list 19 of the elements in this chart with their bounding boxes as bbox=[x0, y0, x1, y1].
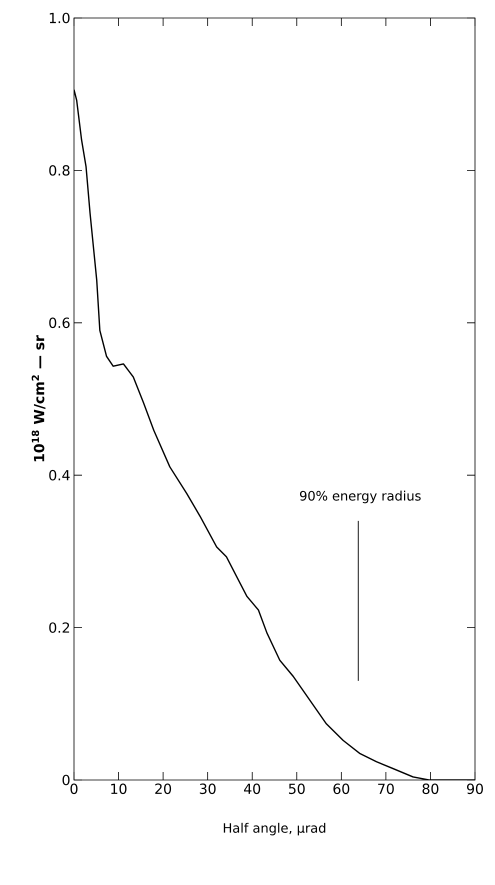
x-tick-label: 40 bbox=[244, 784, 260, 794]
x-tick-label: 70 bbox=[378, 784, 394, 794]
x-tick-label: 50 bbox=[288, 784, 305, 794]
x-tick-label: 20 bbox=[155, 784, 172, 794]
x-tick-label: 90 bbox=[467, 784, 483, 794]
y-tick-label: 0 bbox=[62, 774, 70, 786]
y-tick-label: 1.0 bbox=[50, 12, 70, 24]
y-tick-label: 0.4 bbox=[49, 470, 70, 480]
x-tick-label: 80 bbox=[422, 784, 438, 794]
ref-line-label: 90% energy radius bbox=[300, 490, 421, 504]
x-axis-title: Half angle, μrad bbox=[224, 822, 326, 836]
x-tick-label: 10 bbox=[111, 784, 127, 794]
y-axis-title: 10$^{18}$ W/cm$^{2}$ — sr bbox=[32, 335, 46, 462]
y-tick-label: 0.2 bbox=[49, 622, 70, 633]
x-tick-label: 30 bbox=[200, 784, 216, 794]
y-tick-label: 0.6 bbox=[49, 318, 70, 328]
x-tick-label: 0 bbox=[70, 784, 78, 794]
x-tick-label: 60 bbox=[333, 784, 350, 794]
y-tick-label: 0.8 bbox=[49, 165, 70, 176]
